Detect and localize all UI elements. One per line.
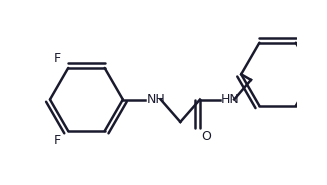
Text: F: F [54,134,61,147]
Text: O: O [201,130,211,143]
Text: HN: HN [221,93,240,106]
Text: NH: NH [147,93,165,106]
Text: F: F [54,52,61,65]
